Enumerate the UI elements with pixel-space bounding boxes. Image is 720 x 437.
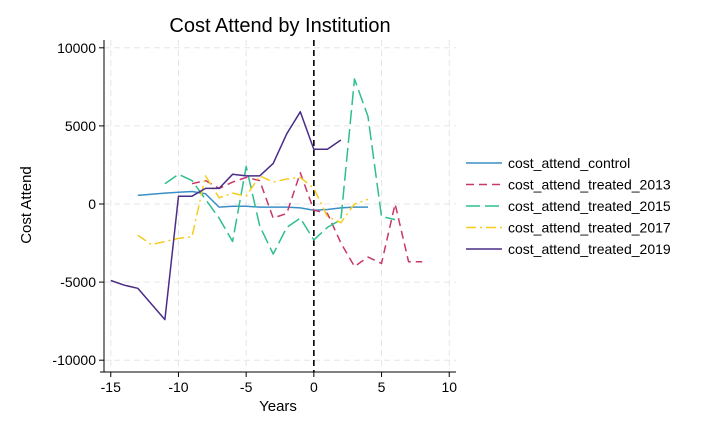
legend-label: cost_attend_treated_2013 — [508, 177, 671, 193]
x-tick-label: -5 — [240, 379, 253, 395]
y-tick-label: 0 — [88, 196, 96, 212]
x-tick-label: 5 — [378, 379, 386, 395]
axis-layer: -15 -10 -5 0 5 10 10000 5000 0 -5000 -10000 — [52, 40, 457, 395]
chart-title: Cost Attend by Institution — [169, 15, 390, 37]
legend-label: cost_attend_treated_2019 — [508, 241, 671, 257]
series-line-cost-attend-treated-2017 — [137, 175, 369, 246]
y-tick-label: -10000 — [52, 352, 96, 368]
series-line-cost-attend-treated-2019 — [110, 111, 342, 321]
series-line-cost-attend-control — [137, 190, 368, 211]
x-tick-label: 0 — [310, 379, 318, 395]
series-line-cost-attend-treated-2013 — [191, 172, 423, 268]
grid-layer — [104, 40, 456, 368]
series-line-cost-attend-treated-2015 — [164, 78, 396, 255]
y-tick-label: 5000 — [65, 118, 96, 134]
y-tick-label: 10000 — [57, 40, 96, 56]
legend-label: cost_attend_control — [508, 155, 630, 171]
x-tick-label: -15 — [101, 379, 121, 395]
x-tick-label: -10 — [168, 379, 188, 395]
y-axis-title: Cost Attend — [18, 166, 35, 244]
series-layer — [110, 78, 423, 321]
x-tick-label: 10 — [441, 379, 457, 395]
y-tick-label: -5000 — [60, 274, 96, 290]
legend-label: cost_attend_treated_2015 — [508, 198, 671, 214]
x-axis-title: Years — [259, 398, 297, 415]
legend: cost_attend_control cost_attend_treated_2… — [466, 155, 671, 257]
legend-label: cost_attend_treated_2017 — [508, 220, 671, 236]
